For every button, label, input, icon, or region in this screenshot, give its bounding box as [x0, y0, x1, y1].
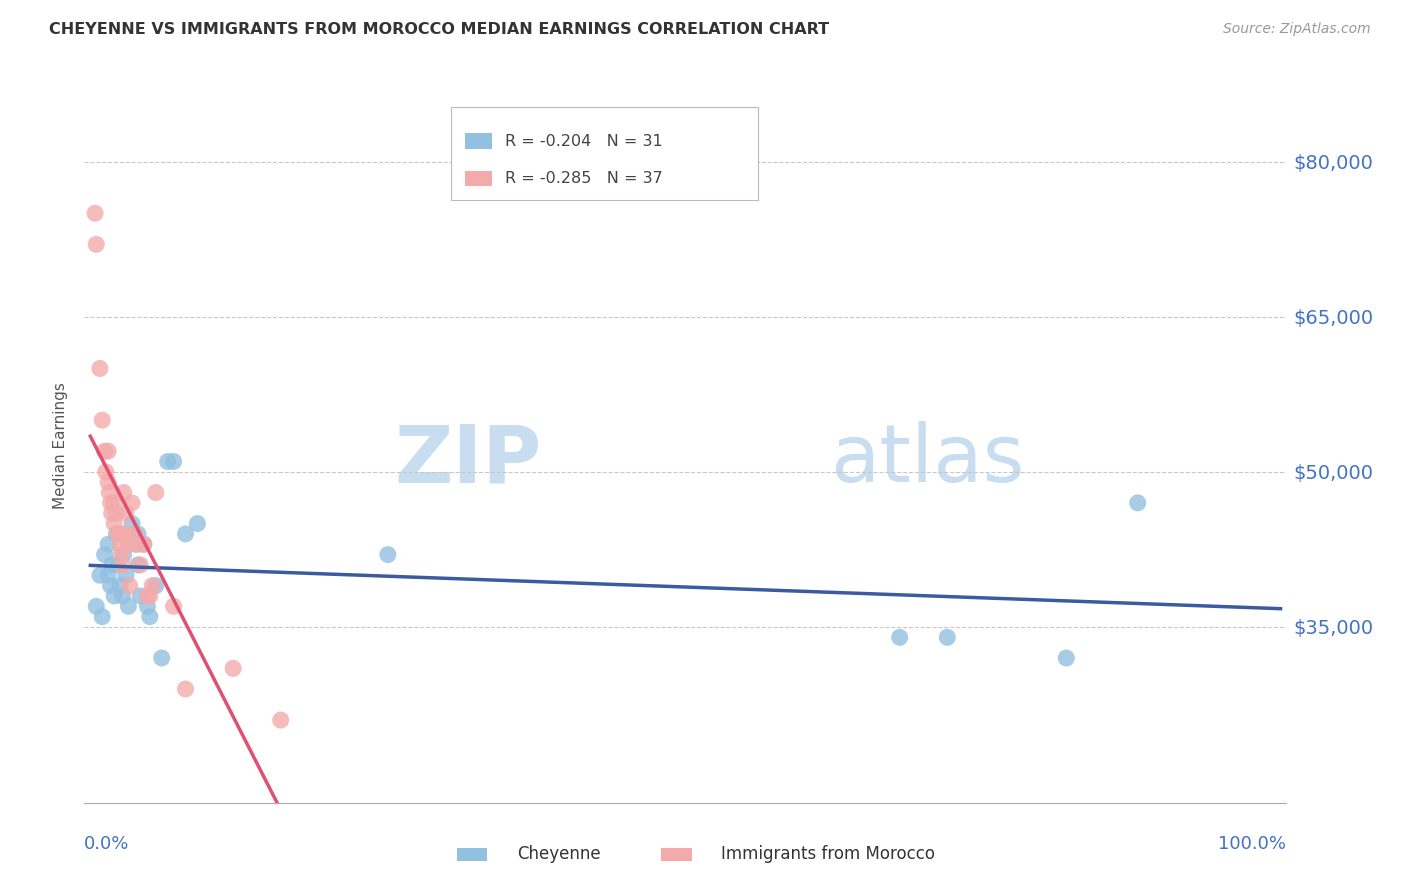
Point [89, 361, 111, 376]
Point [139, 589, 162, 603]
Point [136, 589, 159, 603]
Point [121, 516, 143, 531]
Point [127, 537, 149, 551]
Point [117, 537, 139, 551]
Point [107, 527, 129, 541]
Bar [465, 134, 492, 149]
Point [103, 516, 125, 531]
Point [84, 599, 107, 614]
Point [162, 599, 184, 614]
Point [136, 599, 159, 614]
Point [115, 506, 138, 520]
Point [186, 516, 208, 531]
Text: R = -0.204   N = 31: R = -0.204 N = 31 [505, 134, 662, 149]
Point [936, 630, 959, 644]
Point [97, 537, 120, 551]
Point [129, 558, 152, 572]
Point [94, 465, 117, 479]
Bar [457, 847, 488, 861]
Point [108, 537, 131, 551]
Point [112, 485, 135, 500]
Point [145, 485, 167, 500]
Point [889, 630, 911, 644]
Y-axis label: Median Earnings: Median Earnings [53, 383, 69, 509]
Text: 100.0%: 100.0% [1219, 835, 1286, 853]
Point [124, 527, 146, 541]
Point [89, 568, 111, 582]
Point [108, 579, 131, 593]
Text: 0.0%: 0.0% [84, 835, 129, 853]
Point [118, 579, 141, 593]
Point [100, 496, 122, 510]
Point [105, 527, 128, 541]
Point [100, 558, 122, 572]
Point [110, 548, 132, 562]
Point [174, 681, 197, 696]
Point [97, 475, 120, 490]
Point [162, 454, 184, 468]
Point [145, 579, 167, 593]
Point [124, 537, 146, 551]
Point [270, 713, 292, 727]
Point [121, 496, 143, 510]
Point [141, 579, 163, 593]
Point [222, 661, 245, 675]
Point [129, 589, 152, 603]
Point [98, 485, 121, 500]
Point [93, 548, 115, 562]
Point [84, 237, 107, 252]
Point [100, 579, 122, 593]
Bar [465, 170, 492, 186]
Bar [661, 847, 692, 861]
Point [111, 589, 134, 603]
Point [97, 568, 120, 582]
Point [132, 537, 155, 551]
Point [127, 558, 149, 572]
Point [91, 609, 114, 624]
Point [115, 568, 138, 582]
Point [108, 527, 131, 541]
Point [139, 609, 162, 624]
FancyBboxPatch shape [451, 107, 758, 200]
Point [150, 651, 173, 665]
Point [93, 444, 115, 458]
Point [97, 444, 120, 458]
Point [377, 548, 399, 562]
Point [1054, 651, 1077, 665]
Point [107, 558, 129, 572]
Point [100, 506, 122, 520]
Text: Immigrants from Morocco: Immigrants from Morocco [721, 846, 935, 863]
Point [103, 589, 125, 603]
Point [111, 558, 134, 572]
Point [132, 537, 155, 551]
Point [105, 506, 128, 520]
Point [103, 496, 125, 510]
Point [84, 206, 107, 220]
Point [91, 413, 114, 427]
Text: atlas: atlas [830, 421, 1024, 500]
Point [127, 527, 149, 541]
Text: Source: ZipAtlas.com: Source: ZipAtlas.com [1223, 22, 1371, 37]
Point [115, 527, 138, 541]
Text: R = -0.285   N = 37: R = -0.285 N = 37 [505, 171, 662, 186]
Point [174, 527, 197, 541]
Text: ZIP: ZIP [394, 421, 541, 500]
Point [117, 599, 139, 614]
Point [156, 454, 179, 468]
Text: CHEYENNE VS IMMIGRANTS FROM MOROCCO MEDIAN EARNINGS CORRELATION CHART: CHEYENNE VS IMMIGRANTS FROM MOROCCO MEDI… [49, 22, 830, 37]
Point [112, 548, 135, 562]
Text: Cheyenne: Cheyenne [517, 846, 600, 863]
Point [1126, 496, 1149, 510]
